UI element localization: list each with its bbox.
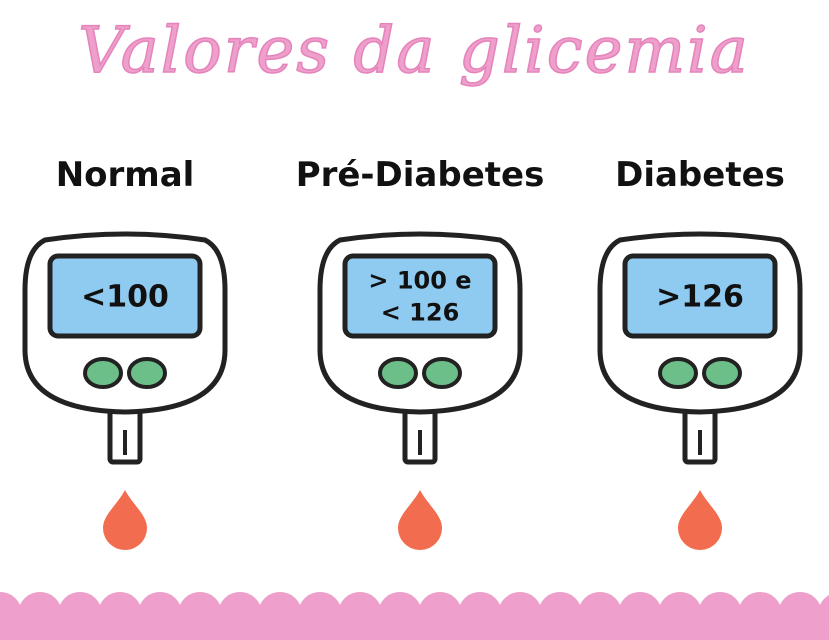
scallop [578, 592, 622, 636]
screen-text: <100 [81, 280, 169, 315]
blood-drop [678, 490, 722, 550]
scallop [258, 592, 302, 636]
scallop [698, 592, 742, 636]
scallop [418, 592, 462, 636]
meter-button [702, 357, 742, 389]
scallops [0, 592, 829, 636]
scallop [538, 592, 582, 636]
scallop [618, 592, 662, 636]
scallop [98, 592, 142, 636]
meter-button [378, 357, 418, 389]
meter-button [127, 357, 167, 389]
scallop [738, 592, 782, 636]
meter-item: Diabetes >126 [597, 155, 803, 550]
meter-screen [342, 253, 498, 339]
scallop [138, 592, 182, 636]
meter-button [83, 357, 123, 389]
scallop [178, 592, 222, 636]
bottom-border [0, 592, 829, 640]
scallop [58, 592, 102, 636]
item-label: Pré-Diabetes [296, 155, 545, 195]
meter-screen [47, 253, 203, 339]
item-label: Normal [56, 155, 195, 195]
meter-screen [622, 253, 778, 339]
scallop [818, 594, 829, 634]
scallop [458, 592, 502, 636]
title: Valores da glicemia [78, 14, 750, 88]
scallop [18, 592, 62, 636]
meter-item: Normal <100 [22, 155, 228, 550]
blood-drop [103, 490, 147, 550]
screen-text: > 100 e [368, 266, 471, 294]
scallop [378, 592, 422, 636]
scallop [298, 592, 342, 636]
meter-button [658, 357, 698, 389]
scallop [778, 592, 822, 636]
scallop [658, 592, 702, 636]
item-label: Diabetes [615, 155, 785, 195]
scallop [0, 592, 22, 636]
screen-text: < 126 [381, 298, 460, 326]
scallop [498, 592, 542, 636]
meter-button [422, 357, 462, 389]
items: Normal <100 Pré-Diabetes > 100 e < 126 Diabet… [22, 155, 803, 550]
blood-drop [398, 490, 442, 550]
scallop [218, 592, 262, 636]
screen-text: >126 [656, 280, 744, 315]
scallop [338, 592, 382, 636]
meter-item: Pré-Diabetes > 100 e < 126 [296, 155, 545, 550]
